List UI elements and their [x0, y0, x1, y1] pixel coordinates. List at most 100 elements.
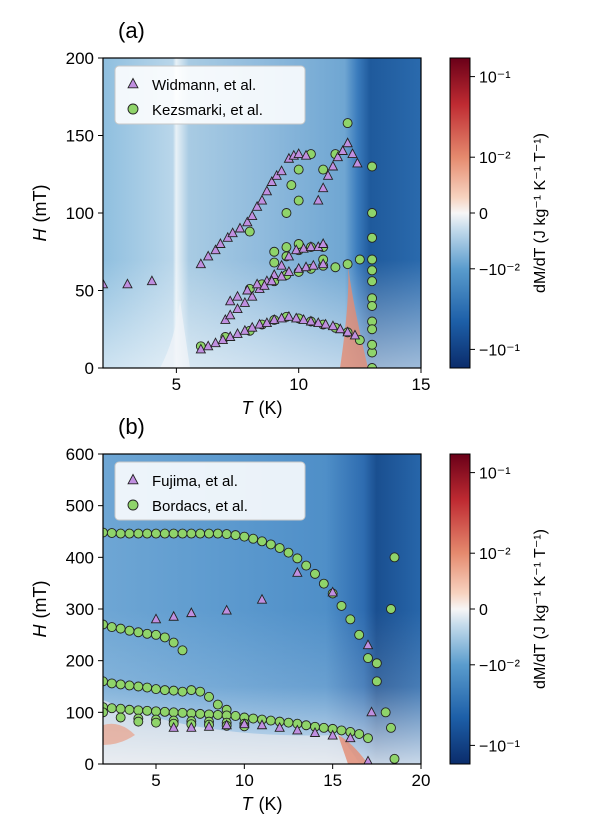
- data-point-triangle: [168, 721, 179, 732]
- y-tick-label: 150: [66, 127, 94, 146]
- data-point-triangle: [256, 719, 268, 730]
- data-point-circle: [367, 208, 378, 218]
- data-point-triangle: [266, 176, 278, 186]
- colorbar-tick-label: −10⁻²: [479, 262, 521, 279]
- data-point-triangle: [309, 727, 321, 737]
- data-point-triangle: [276, 165, 287, 176]
- data-point-triangle: [293, 148, 304, 159]
- data-point-circle: [283, 547, 294, 558]
- data-point-circle: [371, 658, 382, 669]
- data-point-triangle: [352, 157, 363, 168]
- data-point-triangle: [202, 340, 214, 351]
- data-point-circle: [124, 528, 135, 539]
- data-point-triangle: [327, 160, 339, 171]
- data-point-triangle: [251, 200, 263, 211]
- data-point-triangle: [268, 313, 280, 324]
- data-point-circle: [142, 705, 153, 716]
- data-point-triangle: [300, 261, 312, 272]
- data-point-circle: [330, 262, 341, 273]
- y-axis-label: H (mT): [30, 581, 50, 638]
- data-point-circle: [142, 682, 153, 693]
- data-point-circle: [124, 704, 135, 715]
- data-point-circle: [106, 528, 117, 538]
- data-point-circle: [195, 708, 206, 719]
- data-point-triangle: [290, 312, 302, 323]
- data-point-triangle: [305, 241, 317, 252]
- y-tick-label: 400: [66, 548, 94, 567]
- data-point-circle: [342, 118, 353, 129]
- data-point-triangle: [210, 337, 221, 348]
- data-point-triangle: [366, 706, 377, 717]
- data-point-triangle: [305, 315, 317, 326]
- data-point-triangle: [322, 169, 334, 180]
- data-point-circle: [269, 246, 280, 257]
- y-tick-label: 500: [66, 497, 94, 516]
- data-point-circle: [177, 528, 188, 539]
- data-point-triangle: [239, 296, 251, 307]
- x-axis-label: T (K): [242, 794, 283, 814]
- data-point-triangle: [332, 151, 344, 162]
- data-point-circle: [212, 528, 223, 539]
- data-point-circle: [354, 729, 365, 739]
- data-point-circle: [115, 528, 126, 539]
- data-point-circle: [354, 254, 365, 265]
- data-point-triangle: [221, 604, 232, 615]
- data-point-circle: [301, 560, 312, 571]
- data-point-triangle: [122, 278, 133, 289]
- data-point-triangle: [293, 262, 304, 273]
- data-point-triangle: [186, 721, 197, 732]
- x-axis-unit: (K): [259, 398, 283, 418]
- data-point-triangle: [274, 721, 285, 732]
- y-axis-var: H: [30, 623, 50, 637]
- data-point-triangle: [242, 216, 253, 227]
- colorbar-tick-label: 0: [479, 602, 488, 619]
- data-point-circle: [244, 226, 255, 237]
- data-point-circle: [103, 619, 108, 630]
- data-point-circle: [367, 339, 378, 350]
- data-point-circle: [386, 722, 396, 733]
- data-point-circle: [159, 632, 170, 643]
- legend-marker-triangle: [127, 77, 139, 89]
- data-point-circle: [318, 164, 329, 175]
- data-point-triangle: [345, 732, 356, 743]
- data-point-circle: [106, 703, 117, 714]
- data-point-circle: [106, 622, 117, 633]
- y-tick-label: 600: [66, 445, 94, 464]
- data-points: [103, 527, 400, 764]
- data-point-circle: [283, 717, 294, 728]
- data-point-circle: [204, 691, 214, 702]
- colorbar-tick-label: 0: [479, 206, 488, 223]
- data-point-triangle: [239, 324, 251, 335]
- y-tick-label: 0: [85, 755, 94, 774]
- data-point-circle: [367, 254, 378, 265]
- data-point-triangle: [347, 148, 358, 159]
- data-point-circle: [212, 699, 223, 710]
- data-point-triangle: [276, 259, 287, 270]
- data-point-circle: [286, 180, 297, 191]
- data-point-triangle: [246, 290, 258, 301]
- data-point-triangle: [195, 343, 207, 354]
- legend: Widmann, et al. Kezsmarki, et al.: [114, 65, 306, 125]
- data-point-triangle: [203, 720, 215, 731]
- data-point-circle: [133, 681, 144, 692]
- data-point-circle: [367, 363, 378, 368]
- data-point-circle: [230, 711, 241, 721]
- data-point-circle: [367, 161, 378, 172]
- colorbar-tick-label: 10⁻¹: [479, 466, 511, 483]
- data-point-circle: [318, 722, 329, 733]
- data-point-triangle: [232, 303, 243, 314]
- legend-box: [114, 65, 306, 125]
- data-point-triangle: [224, 331, 236, 341]
- colorbar-tick-label: −10⁻²: [479, 658, 521, 675]
- colorbar-label: dM/dT (J kg⁻¹ K⁻¹ T⁻¹): [532, 529, 549, 689]
- data-point-triangle: [292, 566, 303, 577]
- data-point-triangle: [313, 317, 324, 327]
- data-point-circle: [345, 614, 356, 625]
- panel-label: (b): [118, 414, 145, 439]
- data-point-circle: [159, 706, 170, 717]
- data-point-triangle: [242, 284, 253, 295]
- x-tick-label: 15: [323, 771, 342, 790]
- data-point-triangle: [283, 310, 295, 321]
- x-tick-label: 5: [172, 375, 181, 394]
